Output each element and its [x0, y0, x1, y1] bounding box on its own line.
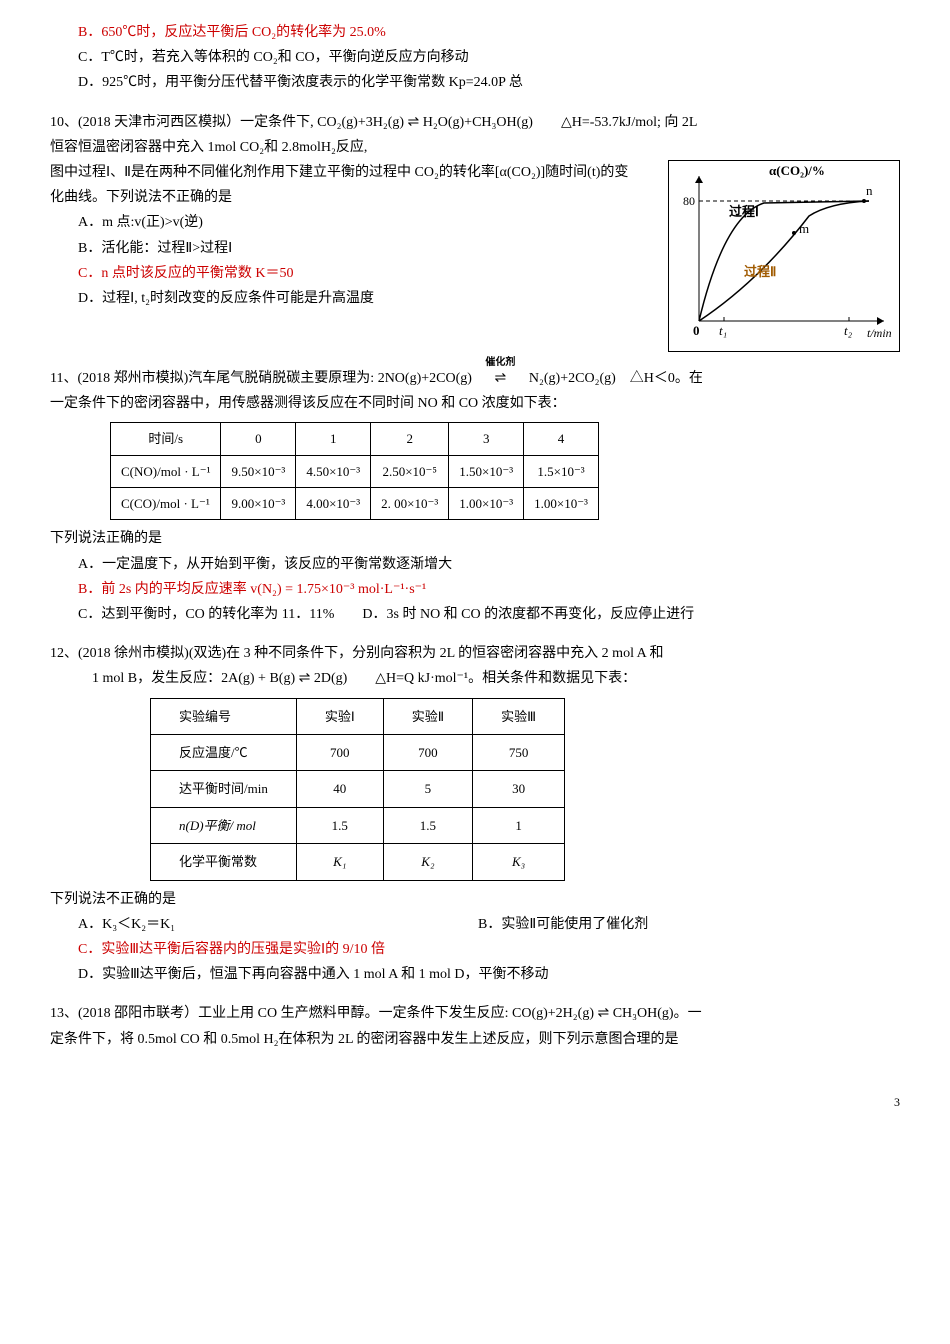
td: 反应温度/℃ — [151, 735, 297, 771]
td: 700 — [296, 735, 383, 771]
table-row: 实验编号 实验Ⅰ 实验Ⅱ 实验Ⅲ — [151, 698, 565, 734]
td: 4.00×10⁻³ — [296, 488, 371, 520]
td: 5 — [383, 771, 472, 807]
td: K₂ — [383, 844, 472, 880]
q11-stem-b: N₂(g)+2CO₂(g) △H＜0。在 — [529, 371, 703, 386]
td: 750 — [473, 735, 565, 771]
table-row: 化学平衡常数 K₁ K₂ K₃ — [151, 844, 565, 880]
td: 9.50×10⁻³ — [221, 455, 296, 487]
th: 实验编号 — [151, 698, 297, 734]
th: 2 — [371, 423, 449, 455]
td: n(D)平衡/ mol — [151, 807, 297, 843]
q12-opt-a: A．K₃＜K₂＝K₁ — [78, 912, 478, 937]
q12: 12、(2018 徐州市模拟)(双选)在 3 种不同条件下，分别向容积为 2L … — [50, 641, 900, 987]
q13-stem2: 定条件下，将 0.5mol CO 和 0.5mol H₂在体积为 2L 的密闭容… — [50, 1027, 900, 1052]
th: 4 — [524, 423, 599, 455]
q11-stem: 11、(2018 郑州市模拟)汽车尾气脱硝脱碳主要原理为: 2NO(g)+2CO… — [50, 366, 900, 391]
td: C(NO)/mol · L⁻¹ — [111, 455, 221, 487]
graph-label2: 过程Ⅱ — [744, 264, 776, 279]
graph-xt1: t₁ — [719, 323, 727, 338]
table-row: C(CO)/mol · L⁻¹ 9.00×10⁻³ 4.00×10⁻³ 2. 0… — [111, 488, 599, 520]
q11-opt-a: A．一定温度下，从开始到平衡，该反应的平衡常数逐渐增大 — [78, 552, 900, 577]
q12-opt-d: D．实验Ⅲ达平衡后，恒温下再向容器中通入 1 mol A 和 1 mol D，平… — [50, 962, 900, 987]
td: 4.50×10⁻³ — [296, 455, 371, 487]
q10-stem1: 10、(2018 天津市河西区模拟）一定条件下, CO₂(g)+3H₂(g) ⇌… — [50, 110, 900, 135]
td: 2. 00×10⁻³ — [371, 488, 449, 520]
graph-label1: 过程Ⅰ — [729, 204, 759, 219]
q11-post: 下列说法正确的是 — [50, 526, 900, 551]
td: 30 — [473, 771, 565, 807]
table-row: 达平衡时间/min 40 5 30 — [151, 771, 565, 807]
table-row: 时间/s 0 1 2 3 4 — [111, 423, 599, 455]
graph-m: m — [799, 221, 809, 236]
q12-post: 下列说法不正确的是 — [50, 887, 900, 912]
table-row: 反应温度/℃ 700 700 750 — [151, 735, 565, 771]
q11: 11、(2018 郑州市模拟)汽车尾气脱硝脱碳主要原理为: 2NO(g)+2CO… — [50, 366, 900, 627]
td: 1 — [473, 807, 565, 843]
td: 700 — [383, 735, 472, 771]
td: 40 — [296, 771, 383, 807]
q11-stem-a: 11、(2018 郑州市模拟)汽车尾气脱硝脱碳主要原理为: 2NO(g)+2CO… — [50, 371, 475, 386]
table-row: n(D)平衡/ mol 1.5 1.5 1 — [151, 807, 565, 843]
q9-options: B．650℃时，反应达平衡后 CO₂的转化率为 25.0% C．T℃时，若充入等… — [50, 20, 900, 96]
q9-opt-b: B．650℃时，反应达平衡后 CO₂的转化率为 25.0% — [78, 20, 900, 45]
q12-table: 实验编号 实验Ⅰ 实验Ⅱ 实验Ⅲ 反应温度/℃ 700 700 750 达平衡时… — [150, 698, 565, 881]
q10-stem2: 恒容恒温密闭容器中充入 1mol CO₂和 2.8molH₂反应, — [50, 135, 900, 160]
graph-xlabel: t/min — [867, 326, 892, 340]
th: 1 — [296, 423, 371, 455]
graph-y80: 80 — [683, 194, 695, 208]
td: 1.5 — [296, 807, 383, 843]
q12-stem1: 12、(2018 徐州市模拟)(双选)在 3 种不同条件下，分别向容积为 2L … — [50, 641, 900, 666]
td: 达平衡时间/min — [151, 771, 297, 807]
q11-opt-cd: C．达到平衡时，CO 的转化率为 11．11% D．3s 时 NO 和 CO 的… — [78, 602, 900, 627]
q13: 13、(2018 邵阳市联考）工业上用 CO 生产燃料甲醇。一定条件下发生反应:… — [50, 1001, 900, 1051]
th: 3 — [449, 423, 524, 455]
td: K₁ — [296, 844, 383, 880]
q11-table: 时间/s 0 1 2 3 4 C(NO)/mol · L⁻¹ 9.50×10⁻³… — [110, 422, 599, 520]
td: 1.5×10⁻³ — [524, 455, 599, 487]
q13-stem1: 13、(2018 邵阳市联考）工业上用 CO 生产燃料甲醇。一定条件下发生反应:… — [50, 1001, 900, 1026]
td: 2.50×10⁻⁵ — [371, 455, 449, 487]
q10-stem3: 图中过程Ⅰ、Ⅱ是在两种不同催化剂作用下建立平衡的过程中 CO₂的转化率[α(CO… — [50, 160, 640, 210]
q11-cat: 催化剂 — [475, 354, 525, 372]
q12-opt-c: C．实验Ⅲ达平衡后容器内的压强是实验Ⅰ的 9/10 倍 — [50, 937, 900, 962]
q10: 10、(2018 天津市河西区模拟）一定条件下, CO₂(g)+3H₂(g) ⇌… — [50, 110, 900, 352]
td: C(CO)/mol · L⁻¹ — [111, 488, 221, 520]
q11-opt-b: B．前 2s 内的平均反应速率 v(N₂) = 1.75×10⁻³ mol·L⁻… — [78, 577, 900, 602]
svg-text:0: 0 — [693, 323, 700, 338]
q10-graph-svg: 80 m n 过程Ⅰ 过程Ⅱ α(CO₂)/% 0 t₁ t₂ t/min — [669, 161, 899, 351]
th: 实验Ⅰ — [296, 698, 383, 734]
q9-opt-d: D．925℃时，用平衡分压代替平衡浓度表示的化学平衡常数 Kp=24.0P 总 — [78, 70, 900, 95]
td: 1.5 — [383, 807, 472, 843]
th: 实验Ⅲ — [473, 698, 565, 734]
graph-ylabel: α(CO₂)/% — [769, 163, 825, 178]
td: 1.50×10⁻³ — [449, 455, 524, 487]
q12-stem2: 1 mol B，发生反应：2A(g) + B(g) ⇌ 2D(g) △H=Q k… — [50, 666, 900, 691]
td: 1.00×10⁻³ — [524, 488, 599, 520]
graph-n: n — [866, 183, 873, 198]
td: 1.00×10⁻³ — [449, 488, 524, 520]
q9-opt-c: C．T℃时，若充入等体积的 CO₂和 CO，平衡向逆反应方向移动 — [78, 45, 900, 70]
th: 时间/s — [111, 423, 221, 455]
q10-graph: 80 m n 过程Ⅰ 过程Ⅱ α(CO₂)/% 0 t₁ t₂ t/min — [668, 160, 900, 352]
th: 0 — [221, 423, 296, 455]
q11-stem2: 一定条件下的密闭容器中，用传感器测得该反应在不同时间 NO 和 CO 浓度如下表… — [50, 391, 900, 416]
page-number: 3 — [50, 1092, 900, 1114]
table-row: C(NO)/mol · L⁻¹ 9.50×10⁻³ 4.50×10⁻³ 2.50… — [111, 455, 599, 487]
td: 化学平衡常数 — [151, 844, 297, 880]
td: 9.00×10⁻³ — [221, 488, 296, 520]
q12-opt-b: B．实验Ⅱ可能使用了催化剂 — [478, 912, 648, 937]
th: 实验Ⅱ — [383, 698, 472, 734]
td: K₃ — [473, 844, 565, 880]
graph-xt2: t₂ — [844, 323, 853, 338]
